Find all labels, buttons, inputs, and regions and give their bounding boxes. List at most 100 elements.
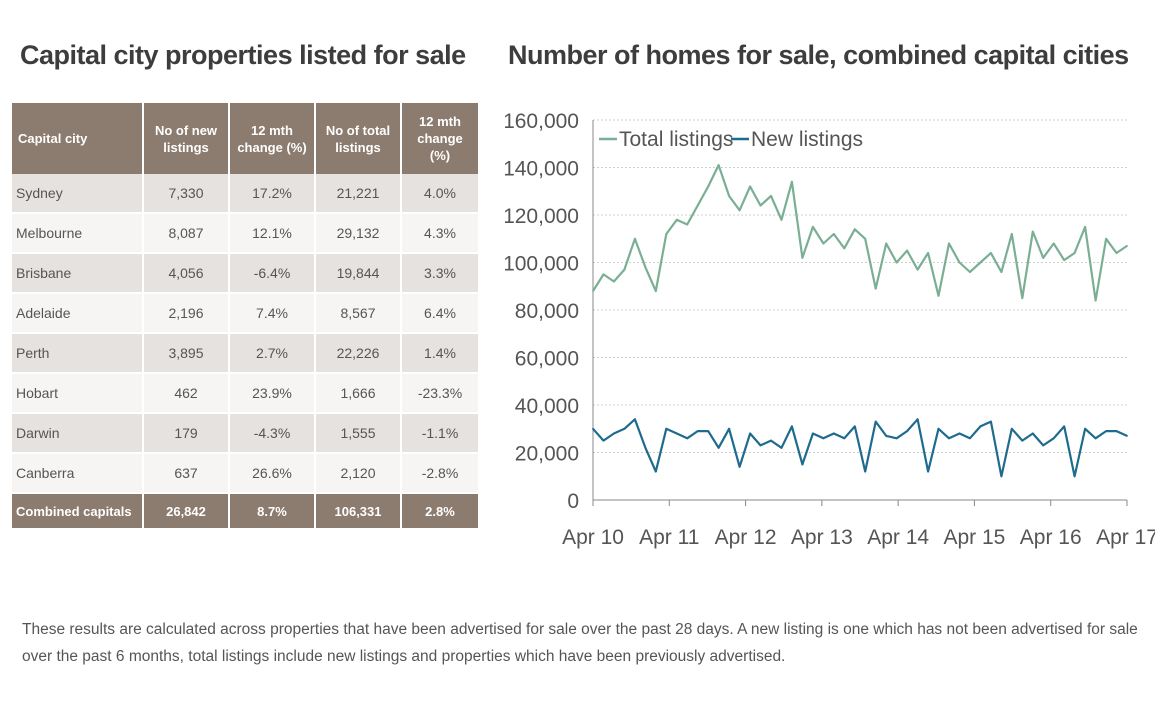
chart-title: Number of homes for sale, combined capit…: [508, 40, 1129, 70]
data-point: [738, 209, 741, 212]
data-point: [948, 437, 950, 440]
data-point: [1126, 245, 1128, 247]
city-name-cell: Adelaide: [12, 293, 144, 334]
table-total-row: Combined capitals 26,842 8.7% 106,331 2.…: [12, 493, 478, 530]
data-point: [958, 261, 961, 264]
data-point: [979, 425, 982, 428]
data-point: [885, 435, 888, 437]
data-point: [969, 437, 971, 440]
table-header-row: Capital city No of new listings 12 mth c…: [12, 103, 478, 174]
table-row: Brisbane 4,056 -6.4% 19,844 3.3%: [12, 253, 478, 294]
data-point: [686, 223, 689, 226]
data-point: [1052, 437, 1055, 440]
total-label: Combined capitals: [12, 493, 144, 530]
data-point: [738, 465, 741, 468]
city-name-cell: Sydney: [12, 174, 144, 214]
data-point: [916, 268, 919, 271]
value-cell: 23.9%: [229, 373, 316, 414]
data-point: [592, 427, 594, 430]
data-point: [1052, 242, 1055, 245]
value-cell: 3,895: [143, 333, 230, 374]
value-cell: 4,056: [143, 253, 230, 294]
city-name-cell: Darwin: [12, 413, 144, 454]
data-point: [623, 427, 626, 430]
data-point: [832, 432, 835, 435]
total-new-change: 8.7%: [229, 493, 316, 530]
data-point: [1084, 427, 1086, 430]
table-row: Hobart 462 23.9% 1,666 -23.3%: [12, 373, 478, 414]
value-cell: 4.3%: [401, 213, 478, 254]
data-point: [864, 237, 867, 240]
series-line-total-listings: [592, 163, 1128, 302]
data-point: [696, 430, 699, 432]
data-point: [812, 226, 814, 228]
table-row: Adelaide 2,196 7.4% 8,567 6.4%: [12, 293, 478, 334]
data-point: [686, 437, 689, 440]
city-name-cell: Hobart: [12, 373, 144, 414]
data-point: [707, 185, 710, 188]
table-row: Sydney 7,330 17.2% 21,221 4.0%: [12, 174, 478, 214]
data-point: [1000, 271, 1003, 273]
header-new-listings: No of new listings: [143, 103, 230, 174]
data-point: [770, 195, 772, 197]
y-tick-label: 140,000: [505, 158, 579, 181]
data-point: [937, 427, 940, 430]
total-total-change: 2.8%: [401, 493, 478, 530]
value-cell: 19,844: [315, 253, 402, 294]
data-point: [895, 437, 898, 440]
data-point: [801, 463, 804, 466]
value-cell: -4.3%: [229, 413, 316, 454]
data-point: [1021, 297, 1024, 299]
data-point: [1042, 256, 1045, 259]
data-point: [843, 247, 846, 250]
data-point: [728, 427, 730, 430]
value-cell: 3.3%: [401, 253, 478, 294]
value-cell: 2,120: [315, 453, 402, 494]
data-point: [717, 446, 720, 449]
value-cell: 7,330: [143, 174, 230, 214]
data-point: [665, 233, 668, 235]
data-point: [1084, 226, 1086, 228]
data-point: [592, 290, 594, 292]
table-row: Melbourne 8,087 12.1% 29,132 4.3%: [12, 213, 478, 254]
data-point: [634, 418, 636, 421]
data-point: [1105, 237, 1107, 240]
header-new-change: 12 mth change (%): [229, 103, 316, 174]
data-point: [864, 470, 867, 473]
data-point: [990, 252, 992, 254]
value-cell: -1.1%: [401, 413, 478, 454]
data-point: [749, 432, 751, 435]
data-point: [948, 242, 950, 245]
data-point: [906, 249, 908, 252]
value-cell: 1,555: [315, 413, 402, 454]
header-total-listings: No of total listings: [315, 103, 402, 174]
value-cell: 462: [143, 373, 230, 414]
value-cell: 2,196: [143, 293, 230, 334]
data-point: [822, 437, 825, 440]
value-cell: -6.4%: [229, 253, 316, 294]
city-name-cell: Canberra: [12, 453, 144, 494]
data-point: [1031, 432, 1034, 435]
city-name-cell: Brisbane: [12, 253, 144, 294]
data-point: [613, 280, 615, 283]
total-new-listings: 26,842: [143, 493, 230, 530]
legend-label: Total listings: [619, 128, 733, 151]
table-row: Perth 3,895 2.7% 22,226 1.4%: [12, 333, 478, 374]
value-cell: -23.3%: [401, 373, 478, 414]
data-point: [675, 218, 678, 221]
listings-table: Capital city No of new listings 12 mth c…: [12, 103, 478, 530]
data-point: [937, 294, 940, 297]
data-point: [602, 273, 605, 276]
value-cell: 8,567: [315, 293, 402, 334]
data-point: [791, 180, 793, 183]
data-point: [1073, 475, 1076, 478]
data-point: [1063, 425, 1066, 428]
legend-label: New listings: [751, 128, 863, 151]
data-point: [927, 252, 929, 254]
data-point: [979, 261, 982, 264]
data-point: [895, 261, 898, 264]
x-tick-label: Apr 14: [867, 526, 929, 549]
table-title: Capital city properties listed for sale: [20, 40, 466, 70]
data-point: [906, 430, 908, 432]
data-point: [1010, 233, 1013, 235]
